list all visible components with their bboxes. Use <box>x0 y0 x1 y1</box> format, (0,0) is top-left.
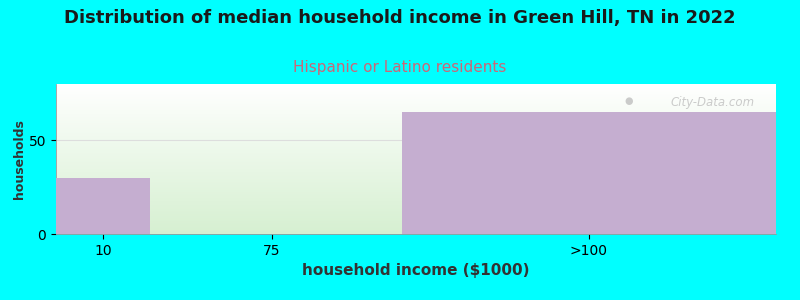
Text: Hispanic or Latino residents: Hispanic or Latino residents <box>294 60 506 75</box>
Text: City-Data.com: City-Data.com <box>670 96 754 109</box>
X-axis label: household income ($1000): household income ($1000) <box>302 263 530 278</box>
Y-axis label: households: households <box>13 119 26 199</box>
Text: Distribution of median household income in Green Hill, TN in 2022: Distribution of median household income … <box>64 9 736 27</box>
Bar <box>56 178 150 234</box>
Text: ●: ● <box>625 96 634 106</box>
Bar <box>402 112 776 234</box>
